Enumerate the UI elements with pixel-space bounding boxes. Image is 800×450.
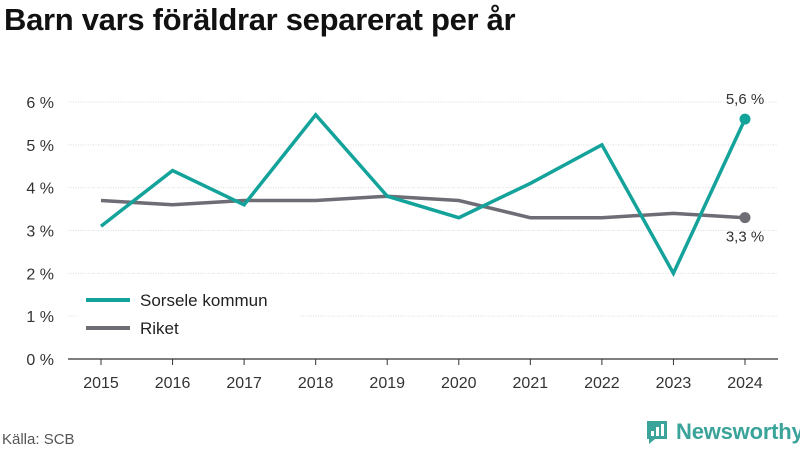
legend: Sorsele kommun Riket <box>76 283 300 343</box>
x-tick-label: 2023 <box>656 375 692 392</box>
series-line-sorsele-kommun <box>99 112 747 278</box>
x-tick-label: 2017 <box>226 375 262 392</box>
series-lines: 5,6 % 3,3 % <box>99 91 764 278</box>
y-axis-ticks: 0 % 1 % 2 % 3 % 4 % 5 % 6 % <box>26 95 54 369</box>
y-tick-label: 4 % <box>26 181 54 198</box>
x-tick-label: 2018 <box>298 375 334 392</box>
x-tick-label: 2019 <box>369 375 405 392</box>
x-tick-label: 2022 <box>584 375 620 392</box>
end-label: 3,3 % <box>726 229 764 246</box>
x-tick-label: 2021 <box>513 375 549 392</box>
x-tick-label: 2016 <box>155 375 191 392</box>
source-note: Källa: SCB <box>2 431 75 448</box>
newsworthy-logo-icon <box>647 421 667 444</box>
x-axis-ticks: 2015 2016 2017 2018 2019 2020 2021 2022 2023 2024 <box>83 359 763 392</box>
x-tick-label: 2020 <box>441 375 477 392</box>
series-line-riket <box>100 194 746 220</box>
y-tick-label: 6 % <box>26 95 54 112</box>
y-tick-label: 2 % <box>26 266 54 283</box>
end-point <box>739 113 751 125</box>
y-tick-label: 1 % <box>26 309 54 326</box>
legend-label: Riket <box>140 319 179 338</box>
x-tick-label: 2015 <box>83 375 119 392</box>
legend-background <box>76 283 300 343</box>
y-tick-label: 0 % <box>26 352 54 369</box>
end-point <box>739 212 751 224</box>
brand-logo[interactable]: Newsworthy <box>645 419 800 445</box>
brand-name: Newsworthy <box>676 419 800 444</box>
x-tick-label: 2024 <box>727 375 763 392</box>
y-tick-label: 3 % <box>26 224 54 241</box>
chart-title: Barn vars föräldrar separerat per år <box>4 2 516 37</box>
y-tick-label: 5 % <box>26 138 54 155</box>
legend-label: Sorsele kommun <box>140 291 268 310</box>
end-label: 5,6 % <box>726 91 764 108</box>
